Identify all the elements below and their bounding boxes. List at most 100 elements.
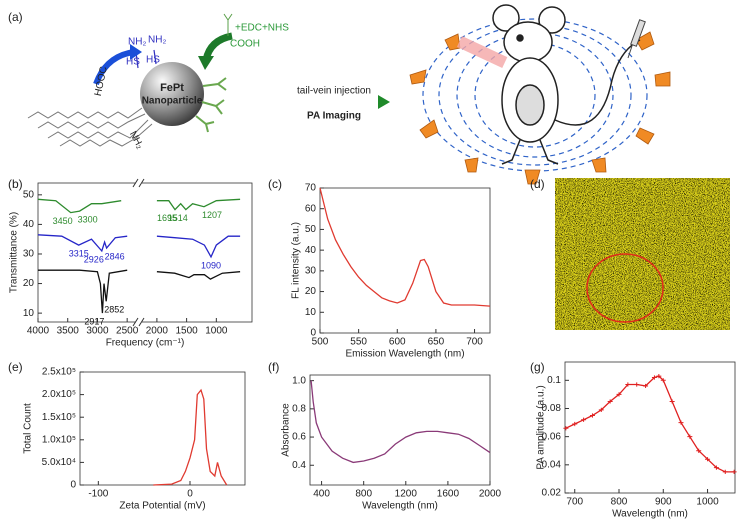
- plot-frame: [79, 371, 246, 486]
- x-axis-label: Frequency (cm⁻¹): [106, 338, 185, 349]
- error-bar: [722, 469, 728, 474]
- acid-label: COOH: [230, 39, 260, 50]
- peak-label: 1207: [202, 210, 222, 220]
- y-tick-label: 0.6: [292, 432, 306, 443]
- laser-beam: [456, 35, 508, 69]
- error-bar: [634, 382, 640, 387]
- data-line: [319, 187, 491, 307]
- panel-label: (c): [268, 177, 282, 191]
- peak-label: 3315: [69, 248, 89, 258]
- error-bar: [572, 421, 578, 427]
- x-axis-label: Wavelength (nm): [362, 501, 438, 512]
- y-axis-label: PA amplitude (a.u.): [536, 385, 547, 469]
- x-tick-label: 700: [566, 497, 583, 508]
- peak-label: 1695: [157, 213, 177, 223]
- x-tick-label: 2000: [146, 326, 169, 337]
- x-tick-label: 1000: [696, 497, 719, 508]
- x-tick-label: 1200: [395, 489, 418, 500]
- peak-label: 2917: [84, 317, 104, 327]
- syringe: [627, 19, 646, 59]
- y-tick-label: 0.04: [542, 459, 562, 470]
- error-bar: [696, 448, 702, 453]
- error-bar: [687, 434, 693, 439]
- thiol-label: HS: [126, 57, 140, 68]
- data-line: [310, 380, 491, 464]
- y-tick-label: 0.08: [542, 403, 562, 414]
- antibody-icon: [223, 13, 233, 36]
- y-tick-label: 0.8: [292, 403, 306, 414]
- arrow-head: [198, 56, 214, 70]
- data-line: [38, 269, 241, 314]
- transducers: [409, 31, 671, 185]
- y-tick-label: 0.06: [542, 431, 562, 442]
- x-tick-label: 3000: [86, 326, 109, 337]
- error-bar: [625, 382, 631, 387]
- y-tick-label: 50: [23, 189, 35, 200]
- error-bar: [713, 465, 719, 470]
- peak-label: 2926: [84, 254, 104, 264]
- amine-label: NH₂: [148, 35, 166, 46]
- data-line: [37, 198, 241, 214]
- x-tick-label: -100: [88, 489, 108, 500]
- x-tick-label: 600: [389, 337, 406, 348]
- peak-label: 2852: [104, 305, 124, 315]
- error-bar: [563, 426, 569, 431]
- y-axis-label: FL intensity (a.u.): [291, 222, 302, 299]
- x-axis-label: Zeta Potential (mV): [119, 501, 205, 512]
- alkyl-chains: [27, 107, 153, 147]
- x-tick-label: 500: [312, 337, 329, 348]
- peak-label: 3450: [53, 216, 73, 226]
- data-line: [565, 375, 735, 473]
- y-tick-label: 40: [23, 219, 35, 230]
- x-axis-label: Emission Wavelength (nm): [345, 349, 464, 360]
- region-circle: [586, 253, 664, 323]
- y-tick-label: 60: [305, 203, 317, 214]
- y-tick-label: 5.0x10⁴: [42, 457, 76, 468]
- peak-label: 1514: [168, 213, 188, 223]
- y-tick-label: 1.5x10⁵: [42, 412, 76, 423]
- y-tick-label: 0.4: [292, 460, 306, 471]
- y-tick-label: 2.0x10⁵: [42, 389, 76, 400]
- x-tick-label: 1600: [437, 489, 460, 500]
- surface-acid: HOOC: [93, 66, 110, 98]
- particle-label: Nanoparticle: [142, 96, 203, 107]
- amine-label: NH₂: [128, 37, 146, 48]
- x-tick-label: 4000: [27, 326, 50, 337]
- arrow-head: [130, 44, 142, 60]
- plot-frame: [309, 374, 491, 486]
- y-tick-label: 0: [70, 480, 76, 491]
- y-tick-label: 20: [305, 286, 317, 297]
- x-tick-label: 1000: [205, 326, 228, 337]
- plot-frame: [564, 361, 736, 494]
- peak-label: 1090: [201, 260, 221, 270]
- y-axis-label: Total Count: [23, 403, 34, 454]
- mouse: [492, 4, 641, 165]
- x-tick-label: 700: [466, 337, 483, 348]
- x-tick-label: 550: [350, 337, 367, 348]
- peak-label: 2846: [105, 251, 125, 261]
- error-bar: [731, 469, 737, 474]
- y-tick-label: 70: [305, 183, 317, 194]
- thiol-label: HS: [146, 55, 160, 66]
- y-tick-label: 0.1: [547, 375, 561, 386]
- error-bar: [656, 373, 662, 379]
- x-tick-label: 900: [655, 497, 672, 508]
- plots: (b)4000 3500 3000 2500 2000 1500 1000102030405…: [8, 177, 737, 520]
- antibodies: [195, 77, 227, 133]
- method-label: PA Imaging: [307, 111, 361, 122]
- peak-label: 3300: [78, 214, 98, 224]
- x-tick-label: 1500: [175, 326, 198, 337]
- error-bar: [598, 407, 604, 413]
- diagram: (a) NH₂ NH₂ HS HS +EDC+NHS COOH FePt Nan…: [8, 4, 671, 185]
- y-tick-label: 1.0x10⁵: [42, 434, 76, 445]
- error-bar: [581, 417, 587, 422]
- blue-arrow: [93, 49, 135, 86]
- error-bar: [589, 413, 595, 418]
- error-bar: [705, 457, 711, 462]
- y-tick-label: 50: [305, 224, 317, 235]
- y-axis-label: Absorbance: [281, 403, 292, 457]
- y-tick-label: 40: [305, 245, 317, 256]
- plot-frame: [319, 187, 491, 334]
- y-tick-label: 10: [23, 308, 35, 319]
